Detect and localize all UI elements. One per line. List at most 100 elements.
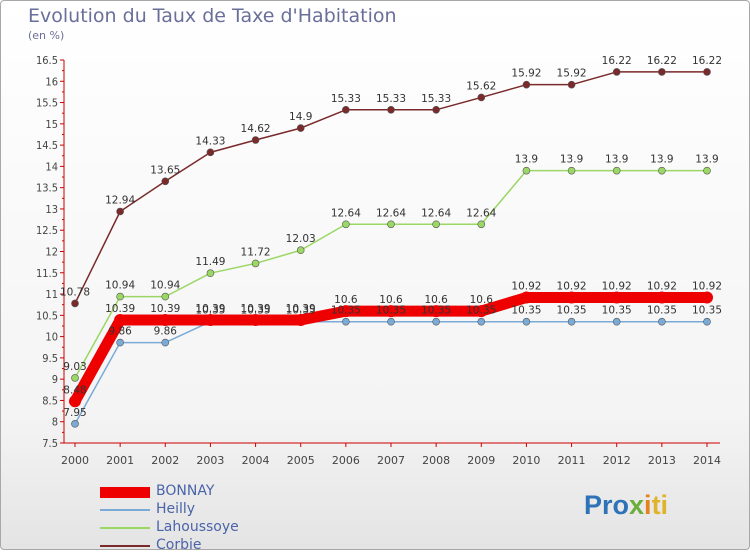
data-label-bonnay: 10.92 — [602, 280, 632, 292]
series-line-lahoussoye — [74, 169, 708, 379]
data-label-corbie: 16.22 — [602, 55, 632, 67]
data-point-lahoussoye — [567, 166, 576, 175]
data-label-corbie: 16.22 — [647, 55, 677, 67]
data-label-heilly: 9.86 — [108, 326, 132, 338]
data-label-bonnay: 10.6 — [334, 294, 358, 306]
data-label-lahoussoye: 12.64 — [376, 207, 406, 219]
data-point-corbie — [206, 148, 215, 157]
data-point-corbie — [477, 93, 486, 102]
data-label-corbie: 14.9 — [289, 111, 312, 123]
x-tick-label: 2010 — [512, 454, 540, 467]
y-tick-label: 7.5 — [42, 437, 58, 450]
data-label-heilly: 10.35 — [692, 305, 722, 317]
data-point-lahoussoye — [251, 259, 260, 268]
data-label-bonnay: 10.6 — [424, 294, 448, 306]
data-label-corbie: 12.94 — [105, 194, 135, 206]
data-label-lahoussoye: 9.03 — [63, 361, 86, 373]
data-point-bonnay — [249, 314, 262, 327]
data-label-corbie: 13.65 — [150, 164, 180, 176]
legend-label-corbie: Corbie — [156, 537, 202, 553]
data-label-lahoussoye: 12.64 — [466, 207, 496, 219]
data-point-bonnay — [294, 314, 307, 327]
data-label-bonnay: 10.39 — [195, 303, 225, 315]
x-tick-label: 2011 — [558, 454, 586, 467]
data-label-lahoussoye: 11.49 — [195, 256, 225, 268]
data-label-bonnay: 10.92 — [511, 280, 541, 292]
x-tick-label: 2012 — [603, 454, 631, 467]
data-point-lahoussoye — [612, 166, 621, 175]
data-point-heilly — [567, 317, 576, 326]
data-point-lahoussoye — [522, 166, 531, 175]
x-tick-label: 2013 — [648, 454, 676, 467]
data-label-bonnay: 8.48 — [63, 384, 86, 396]
data-label-lahoussoye: 13.9 — [695, 154, 718, 166]
data-label-heilly: 10.35 — [195, 305, 225, 317]
legend-label-bonnay: BONNAY — [156, 483, 215, 499]
y-tick-label: 10 — [45, 331, 58, 344]
data-point-bonnay — [520, 291, 533, 304]
data-point-lahoussoye — [71, 374, 79, 382]
data-label-corbie: 15.92 — [557, 68, 587, 80]
data-point-lahoussoye — [703, 166, 711, 175]
data-label-heilly: 9.86 — [154, 326, 178, 338]
data-point-heilly — [522, 317, 531, 326]
data-label-lahoussoye: 12.64 — [421, 207, 451, 219]
data-point-bonnay — [385, 305, 397, 318]
x-tick-label: 2003 — [196, 454, 224, 467]
data-label-lahoussoye: 12.03 — [286, 233, 316, 245]
data-point-heilly — [71, 420, 79, 428]
data-label-corbie: 14.33 — [195, 135, 225, 147]
data-label-bonnay: 10.92 — [692, 280, 722, 292]
data-label-heilly: 10.35 — [241, 305, 271, 317]
data-label-lahoussoye: 13.9 — [650, 154, 673, 166]
y-tick-label: 9.5 — [42, 352, 58, 365]
y-tick-label: 14.5 — [36, 139, 58, 152]
data-label-corbie: 15.62 — [466, 80, 496, 92]
x-tick-label: 2005 — [287, 454, 315, 467]
data-label-corbie: 16.22 — [692, 55, 722, 67]
x-tick-label: 2002 — [151, 454, 179, 467]
data-point-bonnay — [204, 314, 217, 327]
y-tick-label: 13 — [45, 203, 58, 216]
data-point-lahoussoye — [387, 220, 395, 229]
data-point-lahoussoye — [658, 166, 666, 175]
legend-swatch-corbie — [100, 545, 150, 547]
data-label-heilly: 10.35 — [421, 305, 451, 317]
data-point-heilly — [116, 338, 124, 347]
data-label-heilly: 10.35 — [331, 305, 361, 317]
data-label-heilly: 10.35 — [466, 305, 496, 317]
data-point-heilly — [658, 317, 666, 326]
data-point-bonnay — [159, 314, 172, 327]
data-label-lahoussoye: 13.9 — [605, 154, 628, 166]
y-tick-label: 14 — [45, 160, 58, 173]
data-point-corbie — [161, 177, 170, 186]
data-point-lahoussoye — [206, 269, 215, 278]
data-point-corbie — [296, 124, 305, 132]
data-point-corbie — [71, 299, 79, 308]
data-label-lahoussoye: 13.9 — [515, 154, 538, 166]
data-point-bonnay — [655, 291, 668, 304]
data-point-heilly — [161, 338, 170, 347]
data-label-lahoussoye: 13.9 — [560, 154, 583, 166]
data-label-heilly: 10.35 — [286, 305, 316, 317]
data-point-corbie — [658, 68, 666, 76]
y-tick-label: 11.5 — [36, 267, 58, 280]
data-label-bonnay: 10.39 — [105, 303, 135, 315]
data-label-heilly: 10.35 — [557, 305, 587, 317]
data-point-lahoussoye — [477, 220, 486, 229]
data-point-bonnay — [701, 291, 713, 304]
data-point-heilly — [703, 317, 711, 326]
legend-label-heilly: Heilly — [156, 501, 196, 517]
data-labels: 10.78 12.94 13.65 14.33 14.62 14.9 15.33 15.33 1… — [60, 55, 722, 419]
chart-title: Evolution du Taux de Taxe d'Habitation — [28, 5, 397, 27]
data-point-heilly — [387, 317, 395, 326]
data-point-heilly — [477, 317, 486, 326]
legend-swatch-bonnay — [100, 487, 150, 498]
data-point-corbie — [342, 105, 350, 114]
data-point-corbie — [432, 105, 440, 114]
y-tick-label: 8.5 — [42, 394, 58, 407]
data-label-heilly: 10.35 — [602, 305, 632, 317]
series-lines — [69, 68, 713, 428]
data-point-corbie — [251, 136, 260, 144]
